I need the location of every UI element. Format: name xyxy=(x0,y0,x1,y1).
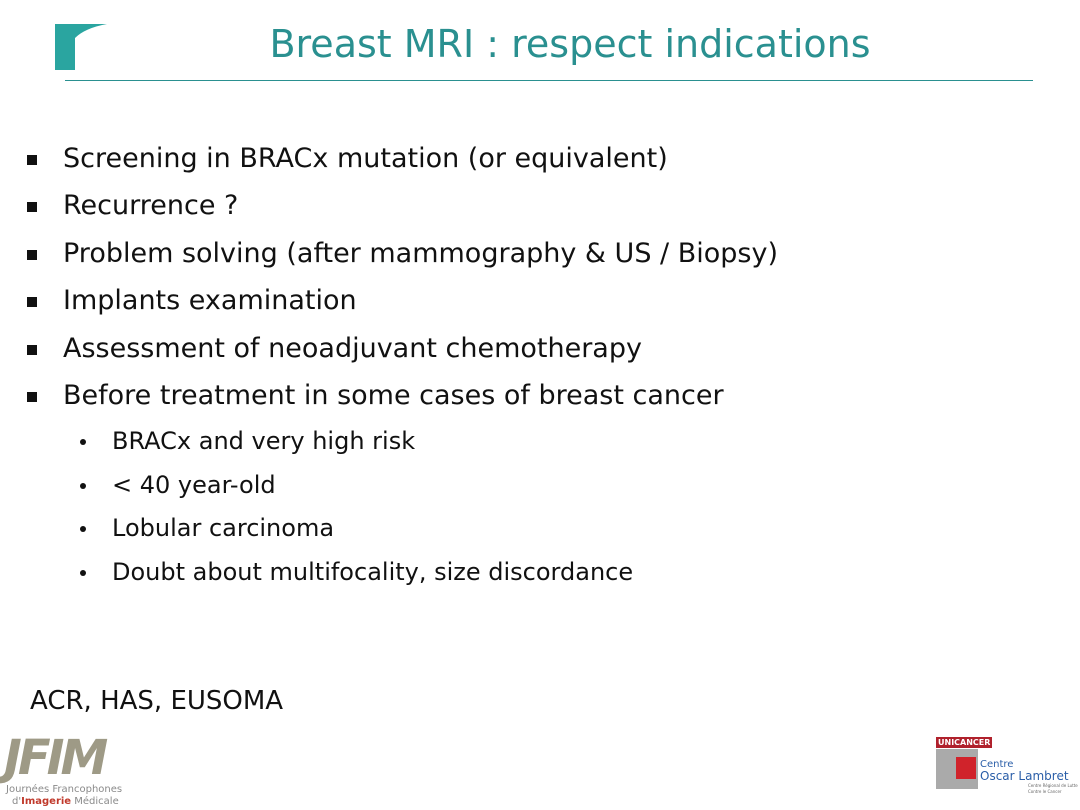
logo-text: Imagerie xyxy=(21,796,72,807)
sub-bullet-text: < 40 year-old xyxy=(112,470,276,499)
title-rule xyxy=(65,80,1033,81)
bullet-marker xyxy=(27,344,37,355)
logo-text: Oscar xyxy=(980,769,1015,783)
bullet-text: Recurrence ? xyxy=(63,190,239,222)
sub-bullet-text: Lobular carcinoma xyxy=(112,514,335,543)
bullet-marker xyxy=(27,155,37,165)
logo-text: Contre le Cancer xyxy=(1028,789,1062,794)
logo-text: Médicale xyxy=(71,796,119,807)
top-logo xyxy=(55,24,107,70)
bullet-marker xyxy=(27,297,37,308)
bullet-text: Assessment of neoadjuvant chemotherapy xyxy=(63,332,642,364)
bullet-text: Screening in BRACx mutation (or equivale… xyxy=(63,143,668,174)
bullet-text: Implants examination xyxy=(63,285,357,317)
logo-block xyxy=(956,757,976,779)
logo-text: Centre Régional de Lutte xyxy=(1028,783,1078,788)
sub-bullet-marker xyxy=(80,526,86,533)
jfim-logo: JFIM Journées Francophones d'Imagerie Mé… xyxy=(4,730,123,810)
unicancer-logo: UNICANCER Centre Oscar Lambret Centre Ré… xyxy=(936,737,1078,797)
logo-badge: UNICANCER xyxy=(936,737,993,748)
logo-text: d'Imagerie Médicale xyxy=(12,796,119,807)
sub-bullet-marker xyxy=(80,482,86,489)
bullet-marker xyxy=(27,392,37,402)
sub-bullet-text: Doubt about multifocality, size discorda… xyxy=(112,558,634,587)
bullet-marker xyxy=(27,249,37,260)
logo-text: Oscar Lambret xyxy=(980,769,1069,783)
bullet-text: Before treatment in some cases of breast… xyxy=(63,380,724,411)
logo-mark: JFIM xyxy=(4,730,108,786)
sub-bullet-text: BRACx and very high risk xyxy=(112,427,416,455)
logo-text: Lambret xyxy=(1018,769,1069,783)
sub-bullet-marker xyxy=(80,439,86,445)
logo-text: Centre xyxy=(980,759,1014,770)
logo-text: Journées Francophones xyxy=(6,784,123,795)
slide-title: Breast MRI : respect indications xyxy=(269,22,871,66)
sub-bullet-marker xyxy=(80,570,86,577)
bullet-text: Problem solving (after mammography & US … xyxy=(63,237,778,269)
references: ACR, HAS, EUSOMA xyxy=(30,686,284,716)
bullet-marker xyxy=(27,202,37,213)
logo-text: d' xyxy=(12,796,22,807)
